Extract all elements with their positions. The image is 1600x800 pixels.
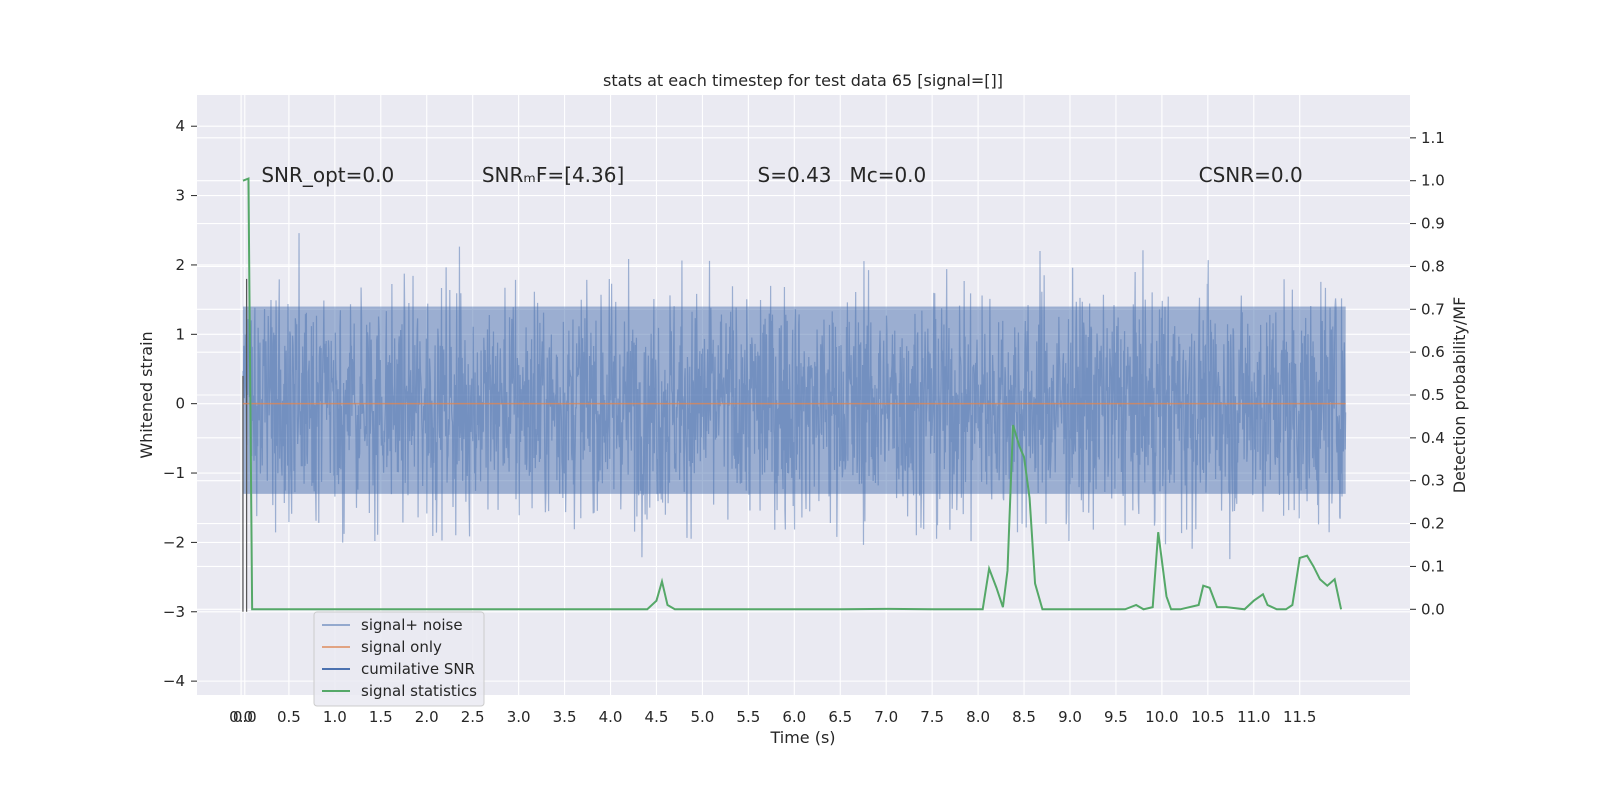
series-signal-plus-noise-line (242, 233, 1347, 560)
x-tick-label: 9.0 (1058, 708, 1082, 726)
legend-entry: signal only (361, 638, 442, 656)
x-tick-label: 4.5 (645, 708, 669, 726)
x-tick-label: 10.5 (1191, 708, 1224, 726)
y2-tick-label: 0.7 (1421, 300, 1445, 318)
y2-tick-label: 1.1 (1421, 129, 1445, 147)
annotation-text: SNRₘF=[4.36] (482, 163, 624, 187)
annotations: SNR_opt=0.0 SNRₘF=[4.36] S=0.43 Mᴄ=0.0 CSNR=… (261, 163, 1302, 187)
y2-tick-label: 0.0 (1421, 600, 1445, 618)
x-tick-label: 5.0 (690, 708, 714, 726)
annotation-text: SNR_opt=0.0 (261, 163, 394, 187)
y2-tick-label: 0.5 (1421, 386, 1445, 404)
legend: signal+ noise signal only cumilative SNR si… (313, 611, 485, 707)
series-signal-statistics-line (242, 177, 1343, 611)
x-tick-label: 10.0 (1145, 708, 1178, 726)
x-tick-label: 7.0 (874, 708, 898, 726)
y2-axis-label: Detection probability/MF (1450, 297, 1469, 494)
chart-title: stats at each timestep for test data 65 … (603, 71, 1003, 90)
y-tick-label: −2 (163, 533, 185, 551)
x-tick-label: 9.5 (1104, 708, 1128, 726)
legend-box (313, 611, 485, 707)
series-signal-plus-noise (242, 233, 1347, 560)
annotation-text: Mᴄ=0.0 (849, 163, 926, 187)
x-tick-label: 5.5 (736, 708, 760, 726)
x-tick-label: 3.5 (553, 708, 577, 726)
y-tick-label: −3 (163, 603, 185, 621)
y2-tick-label: 0.9 (1421, 215, 1445, 233)
x-tick-label: 3.0 (507, 708, 531, 726)
y-axis-label: Whitened strain (137, 331, 156, 458)
x-tick-label: 4.0 (599, 708, 623, 726)
y-tick-label: −1 (163, 464, 185, 482)
y2-tick-label: 0.6 (1421, 343, 1445, 361)
x-tick-label: 11.0 (1237, 708, 1270, 726)
x-tick-label: 1.5 (369, 708, 393, 726)
x-tick-label: 6.0 (782, 708, 806, 726)
annotation-text: CSNR=0.0 (1199, 163, 1303, 187)
x-tick-label: 2.0 (415, 708, 439, 726)
x-axis-label: Time (s) (769, 728, 835, 747)
legend-entry: signal+ noise (361, 616, 463, 634)
y2-tick-label: 0.4 (1421, 429, 1445, 447)
y2-tick-label: 0.8 (1421, 257, 1445, 275)
series-lines (242, 177, 1346, 612)
x-tick-label: 8.0 (966, 708, 990, 726)
y-tick-label: −4 (163, 672, 185, 690)
x-tick-label: 8.5 (1012, 708, 1036, 726)
y2-tick-label: 0.3 (1421, 472, 1445, 490)
legend-entry: cumilative SNR (361, 660, 475, 678)
y-tick-label: 4 (175, 117, 185, 135)
x-tick-label: 0.5 (277, 708, 301, 726)
x-tick-label: 0.0 (233, 708, 257, 726)
x-tick-label: 11.5 (1283, 708, 1316, 726)
x-tick-label: 7.5 (920, 708, 944, 726)
x-tick-label: 6.5 (828, 708, 852, 726)
y2-tick-label: 0.1 (1421, 557, 1445, 575)
annotation-text: S=0.43 (758, 163, 832, 187)
y-tick-label: 2 (175, 256, 185, 274)
legend-entry: signal statistics (361, 682, 477, 700)
y-tick-label: 0 (175, 395, 185, 413)
y2-tick-label: 0.2 (1421, 515, 1445, 533)
x-tick-label: 0.0 (229, 708, 253, 726)
y-tick-label: 3 (175, 187, 185, 205)
x-tick-label: 1.0 (323, 708, 347, 726)
y2-tick-label: 1.0 (1421, 172, 1445, 190)
y-tick-label: 1 (175, 325, 185, 343)
x-tick-label: 2.5 (461, 708, 485, 726)
axis-ticks: 0.00.0 0.5 1.0 1.5 2.0 2.5 3.0 3.5 4.0 4.5 5.0 5.5 6… (163, 117, 1445, 726)
